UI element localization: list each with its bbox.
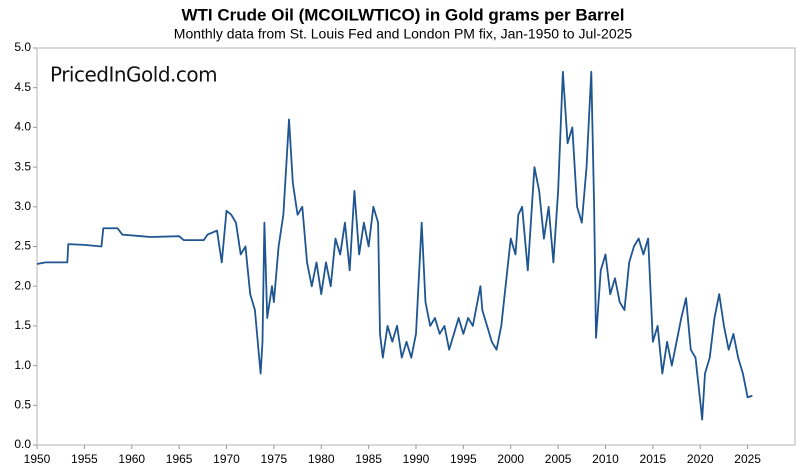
chart-title: WTI Crude Oil (MCOILWTICO) in Gold grams…	[182, 5, 625, 24]
x-tick-label: 1960	[118, 452, 145, 466]
x-tick-label: 2000	[497, 452, 524, 466]
y-tick-label: 3.5	[14, 159, 31, 173]
y-tick-label: 4.5	[14, 80, 31, 94]
x-tick-label: 1970	[213, 452, 240, 466]
plot-frame	[36, 47, 796, 446]
y-tick-label: 0.5	[14, 397, 31, 411]
y-tick-label: 2.0	[14, 278, 31, 292]
x-tick-label: 2015	[640, 452, 667, 466]
y-tick-label: 1.0	[14, 358, 31, 372]
x-tick-label: 1985	[355, 452, 382, 466]
y-tick-label: 2.5	[14, 239, 31, 253]
watermark: PricedInGold.com	[50, 63, 217, 87]
x-tick-label: 1995	[450, 452, 477, 466]
x-tick-label: 1955	[71, 452, 98, 466]
y-tick-label: 0.0	[14, 437, 31, 451]
y-tick-label: 1.5	[14, 318, 31, 332]
x-tick-label: 2020	[687, 452, 714, 466]
chart-subtitle: Monthly data from St. Louis Fed and Lond…	[174, 26, 633, 42]
x-tick-label: 1965	[166, 452, 193, 466]
x-tick-label: 2010	[592, 452, 619, 466]
y-tick-label: 5.0	[14, 40, 31, 54]
x-tick-label: 1980	[308, 452, 335, 466]
x-tick-label: 1975	[261, 452, 288, 466]
y-tick-label: 4.0	[14, 120, 31, 134]
x-tick-label: 1990	[403, 452, 430, 466]
x-tick-label: 2005	[545, 452, 572, 466]
y-tick-label: 3.0	[14, 199, 31, 213]
x-tick-label: 1950	[24, 452, 51, 466]
x-tick-label: 2025	[734, 452, 761, 466]
data-line	[36, 70, 753, 421]
